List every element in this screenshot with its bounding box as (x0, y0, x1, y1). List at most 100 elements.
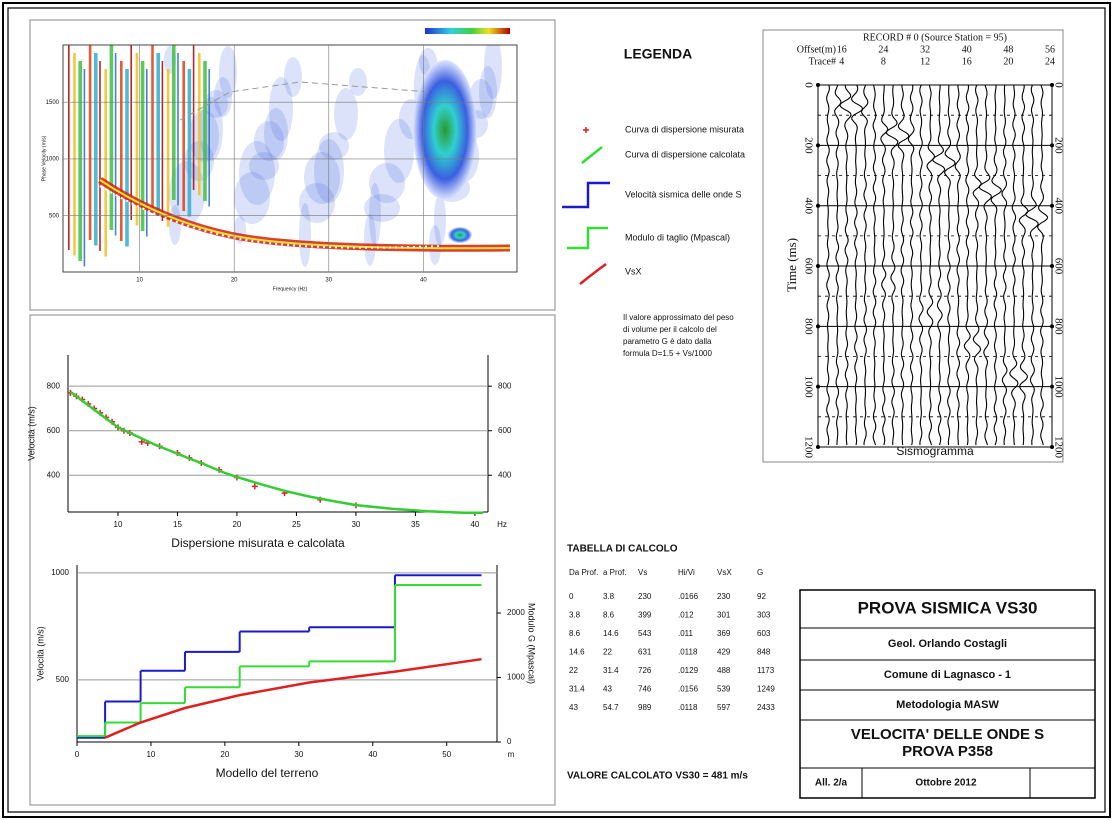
legend-title: LEGENDA (624, 46, 692, 62)
table-cell: 0 (569, 592, 574, 601)
trace-wiggle (918, 84, 924, 446)
y-tick-label: 800 (1052, 318, 1064, 335)
trace-number: 8 (881, 56, 886, 67)
y-tick-label: 1500 (46, 100, 60, 106)
table-cell: 1173 (757, 666, 775, 675)
trace-wiggle (926, 84, 936, 446)
table-cell: .012 (678, 611, 694, 620)
heatmap-cloud (264, 108, 288, 160)
y-tick-label: 1000 (1052, 376, 1064, 399)
table-cell: .011 (678, 629, 694, 638)
heatmap-streak (140, 61, 145, 231)
y-tick-label: 800 (802, 318, 814, 335)
heatmap-cloud (214, 77, 232, 117)
y-tick-label: 400 (1052, 197, 1064, 214)
table-cell: .0156 (678, 685, 699, 694)
heatmap-dashed (179, 81, 431, 121)
heatmap-streak (192, 45, 195, 190)
heatmap-streak (135, 53, 139, 226)
x-tick-label: 48 (1003, 44, 1013, 55)
sheet-title: PROVA SISMICA VS30 (858, 598, 1038, 617)
offset-label: Offset(m) (797, 44, 836, 55)
trace-wiggle (872, 84, 877, 446)
heatmap-streak (94, 53, 98, 246)
y-tick-label: 600 (1052, 258, 1064, 275)
series-line (69, 390, 484, 514)
heatmap-cloud (269, 77, 293, 141)
y2-tick-label: 600 (498, 426, 512, 435)
y-axis-label: Time (ms) (784, 238, 799, 292)
table-cell: 22 (569, 666, 578, 675)
inner-border (7, 7, 1106, 813)
trace-wiggle (897, 84, 910, 446)
trace-wiggle (826, 84, 830, 446)
y-tick-label: 400 (47, 470, 61, 479)
heatmap-streak (104, 69, 107, 257)
heatmap-streak (208, 69, 210, 207)
y-tick-label: 600 (802, 258, 814, 275)
table-cell: 31.4 (569, 685, 585, 694)
y-tick-label: 200 (802, 137, 814, 154)
heatmap-streak (166, 69, 170, 227)
heatmap-curve (99, 185, 441, 249)
y-tick-label: 500 (49, 213, 60, 219)
heatmap-streak (182, 61, 185, 211)
heatmap-cloud (364, 194, 400, 222)
author: Geol. Orlando Costagli (888, 638, 1007, 650)
table-cell: .0166 (678, 592, 699, 601)
table-header: a Prof. (603, 568, 627, 577)
table-cell: 429 (717, 648, 731, 657)
x-tick-label: 10 (136, 278, 143, 284)
table-cell: .0129 (678, 666, 699, 675)
panel-seismogram (762, 29, 1064, 463)
heatmap-blob (448, 227, 472, 243)
trace-wiggle (1018, 85, 1029, 446)
table-cell: 301 (717, 611, 731, 620)
y2-tick-label: 0 (507, 737, 512, 746)
legend-label: Curva di dispersione calcolata (625, 149, 745, 159)
heatmap-streak (120, 61, 123, 241)
y-axis-label: Velocità (m/s) (26, 406, 36, 461)
x-unit: Hz (497, 520, 507, 529)
panel-dispersion-image (29, 19, 556, 311)
trace-wiggle (932, 85, 946, 446)
trace-wiggle (834, 84, 842, 446)
trace-wiggle (972, 84, 982, 446)
y2-axis-label: Modulo G (Mpascal) (527, 603, 537, 684)
table-cell: 746 (638, 685, 652, 694)
heatmap-cloud (364, 214, 376, 266)
heatmap-cloud (284, 57, 302, 97)
heatmap-streak (73, 53, 76, 256)
table-cell: 230 (717, 592, 731, 601)
table-cell: 539 (717, 685, 731, 694)
y-axis-label: Phase Velocity (m/s) (41, 135, 47, 181)
x-tick-label: 30 (325, 278, 332, 284)
trace-wiggle (885, 84, 899, 446)
y-axis-label: Velocità (m/s) (35, 626, 45, 681)
trace-number: 16 (962, 56, 972, 67)
table-header: G (757, 568, 763, 577)
heatmap-cloud (304, 152, 340, 204)
y-tick-label: 400 (802, 197, 814, 214)
heatmap-streak (203, 61, 207, 201)
heatmap-streak (151, 45, 154, 210)
y-tick-label: 200 (1052, 137, 1064, 154)
table-cell: 543 (638, 629, 652, 638)
x-tick-label: 20 (232, 520, 241, 529)
table-cell: 92 (757, 592, 766, 601)
heatmap-cloud (239, 141, 275, 205)
table-cell: 399 (638, 611, 652, 620)
panel-curves (29, 314, 556, 806)
table-cell: 631 (638, 648, 652, 657)
y2-tick-label: 1000 (507, 673, 525, 682)
heatmap-cloud (219, 46, 237, 98)
trace-wiggle (963, 84, 971, 446)
x-tick-label: 16 (837, 44, 847, 55)
heatmap-cloud (369, 163, 405, 203)
legend-label: VsX (625, 266, 642, 276)
x-tick-label: 50 (442, 750, 451, 759)
table-title: TABELLA DI CALCOLO (567, 544, 678, 555)
heatmap-cloud (299, 203, 311, 267)
x-axis-label: Dispersione misurata e calcolata (171, 536, 345, 550)
